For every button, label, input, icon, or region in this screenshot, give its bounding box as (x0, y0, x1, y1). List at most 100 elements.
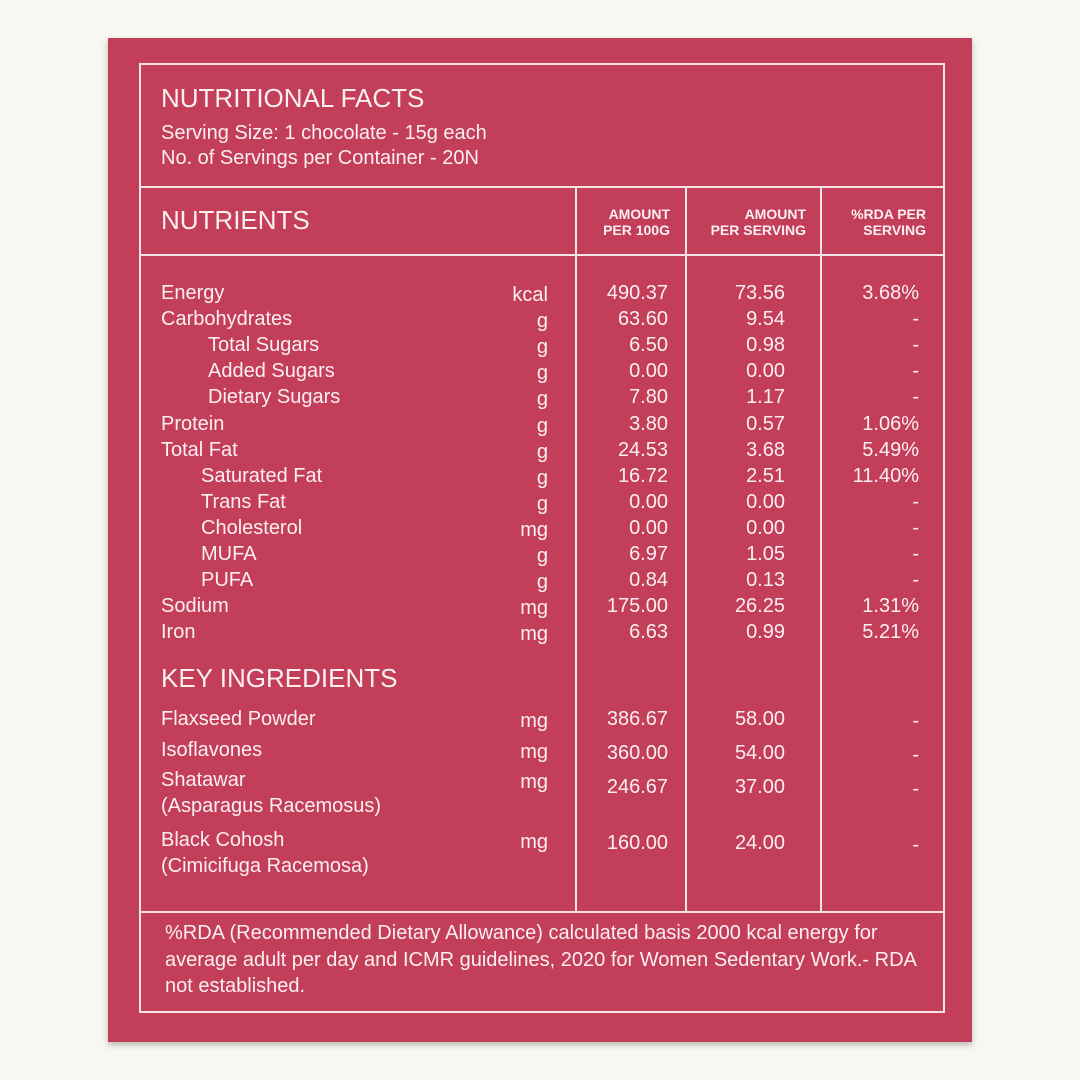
nutrient-name: Protein (161, 412, 225, 435)
ingredient-per-100g: 360.00 (606, 742, 668, 764)
col-header-line: PER 100G (603, 222, 670, 238)
nutrient-unit: g (536, 440, 548, 463)
ingredient-name: Isoflavones (161, 739, 263, 761)
col-header-per-serving: AMOUNT PER SERVING (711, 206, 806, 238)
ingredient-per-serving: 58.00 (734, 708, 785, 730)
col-header-line: SERVING (863, 222, 926, 238)
serving-size: Serving Size: 1 chocolate - 15g each (161, 122, 487, 144)
nutrient-per-100g: 0.00 (629, 516, 668, 539)
ingredient-per-serving: 54.00 (734, 742, 785, 764)
nutrient-per-serving: 1.05 (746, 543, 785, 565)
nutrient-per-serving: 3.68 (746, 438, 785, 461)
nutrients-heading: NUTRIENTS (161, 205, 310, 235)
nutrient-rda: 1.06% (862, 412, 919, 435)
col-header-per-100g: AMOUNT PER 100G (603, 206, 670, 238)
nutrient-per-serving: 0.00 (746, 490, 785, 513)
nutrient-unit: g (536, 414, 548, 437)
nutrient-rda: 11.40% (852, 464, 919, 487)
ingredient-unit: mg (520, 741, 548, 763)
nutrient-per-serving: 73.56 (734, 282, 785, 304)
col-header-line: %RDA PER (851, 206, 926, 222)
nutrient-unit: g (536, 492, 548, 515)
key-ingredients-heading: KEY INGREDIENTS (161, 663, 398, 693)
footer-note: %RDA (Recommended Dietary Allowance) cal… (165, 922, 916, 997)
nutrient-rda: - (912, 490, 919, 513)
nutrient-per-serving: 26.25 (734, 595, 785, 618)
nutrient-unit: mg (520, 597, 548, 620)
nutrient-per-serving: 0.98 (746, 334, 785, 357)
nutrient-per-100g: 6.50 (629, 334, 668, 357)
nutrient-per-100g: 175.00 (606, 595, 668, 618)
border-top (139, 63, 945, 65)
nutrient-name: Total Fat (161, 438, 238, 461)
nutrition-label (108, 38, 972, 1042)
nutrient-name: PUFA (201, 569, 254, 592)
ingredient-per-serving: 37.00 (734, 776, 785, 798)
col-divider-3 (820, 186, 822, 912)
nutrient-per-100g: 16.72 (617, 464, 668, 487)
nutrient-rda: - (912, 386, 919, 409)
divider-colheads (139, 254, 945, 256)
divider-header (139, 186, 945, 188)
ingredient-rda: - (912, 710, 919, 732)
ingredient-unit: mg (520, 771, 548, 793)
nutrient-per-100g: 63.60 (617, 308, 668, 331)
nutrient-per-100g: 6.63 (629, 621, 668, 644)
nutrient-name: Dietary Sugars (208, 386, 341, 409)
ingredient-botanical-name: (Asparagus Racemosus) (161, 795, 382, 817)
nutrient-rda: - (912, 543, 919, 565)
ingredient-unit: mg (520, 710, 548, 732)
nutrient-unit: g (536, 545, 548, 567)
col-header-line: AMOUNT (744, 206, 806, 222)
nutrient-per-100g: 7.80 (629, 386, 668, 409)
nutrient-per-serving: 2.51 (746, 464, 785, 487)
ingredient-rda: - (912, 834, 919, 856)
ingredient-rda: - (912, 744, 919, 766)
nutrient-per-100g: 0.00 (629, 360, 668, 383)
ingredient-botanical-name: (Cimicifuga Racemosa) (161, 855, 369, 877)
ingredient-per-100g: 160.00 (606, 832, 668, 854)
nutrient-per-serving: 0.00 (746, 516, 785, 539)
col-header-line: AMOUNT (608, 206, 670, 222)
border-left (139, 63, 141, 1013)
nutrient-name: Energy (161, 282, 225, 304)
border-right (943, 63, 945, 1013)
nutrient-rda: 1.31% (862, 595, 919, 618)
ingredient-name: Black Cohosh (161, 829, 285, 851)
col-header-rda: %RDA PER SERVING (851, 206, 926, 238)
nutrient-name: Cholesterol (201, 516, 303, 539)
nutrient-rda: 3.68% (862, 282, 919, 304)
nutrient-rda: 5.21% (862, 621, 919, 644)
nutrient-per-serving: 0.57 (746, 412, 785, 435)
nutrient-name: Iron (161, 621, 196, 644)
nutrient-unit: kcal (512, 284, 548, 306)
nutrient-unit: g (536, 466, 548, 489)
nutrient-rda: - (912, 516, 919, 539)
nutrient-unit: mg (520, 518, 548, 541)
nutrient-per-100g: 24.53 (617, 438, 668, 461)
nutrient-rda: 5.49% (862, 438, 919, 461)
nutrient-rda: - (912, 360, 919, 383)
divider-footer (139, 911, 945, 913)
nutrient-rda: - (912, 308, 919, 331)
ingredient-name: Shatawar (161, 769, 246, 791)
nutrient-name: Saturated Fat (201, 464, 323, 487)
nutrient-unit: g (536, 388, 548, 411)
nutrient-unit: g (536, 310, 548, 333)
col-header-line: PER SERVING (710, 222, 806, 238)
nutrient-rda: - (912, 569, 919, 592)
nutrient-name: Carbohydrates (161, 308, 293, 331)
col-divider-1 (575, 186, 577, 912)
nutrient-per-100g: 6.97 (629, 543, 668, 565)
nutrient-unit: g (536, 336, 548, 359)
nutrient-per-100g: 0.00 (629, 490, 668, 513)
ingredient-rda: - (912, 778, 919, 800)
ingredient-per-100g: 246.67 (606, 776, 668, 798)
ingredient-unit: mg (520, 831, 548, 853)
nutrient-name: Total Sugars (208, 334, 320, 357)
nutrient-per-100g: 0.84 (629, 569, 668, 592)
nutrient-name: Sodium (161, 595, 229, 618)
title: NUTRITIONAL FACTS (161, 83, 425, 113)
nutrient-unit: g (536, 362, 548, 385)
nutrient-per-serving: 0.00 (746, 360, 785, 383)
